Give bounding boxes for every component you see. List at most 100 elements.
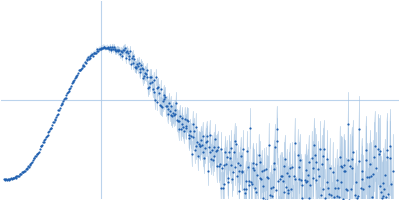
Point: [158, 105, 164, 108]
Point: [227, 156, 233, 160]
Point: [135, 65, 141, 68]
Point: [195, 155, 201, 158]
Point: [32, 155, 38, 158]
Point: [252, 190, 259, 194]
Point: [330, 171, 336, 174]
Point: [193, 145, 200, 148]
Point: [57, 106, 63, 110]
Point: [345, 122, 352, 126]
Point: [48, 127, 54, 130]
Point: [368, 175, 374, 178]
Point: [286, 175, 292, 178]
Point: [321, 147, 328, 151]
Point: [76, 68, 82, 71]
Point: [19, 170, 25, 174]
Point: [358, 169, 365, 173]
Point: [384, 148, 390, 151]
Point: [214, 164, 220, 167]
Point: [277, 174, 284, 177]
Point: [68, 82, 75, 85]
Point: [298, 183, 305, 187]
Point: [378, 190, 384, 193]
Point: [12, 176, 19, 179]
Point: [266, 193, 273, 196]
Point: [181, 130, 187, 133]
Point: [272, 145, 278, 148]
Point: [26, 163, 33, 166]
Point: [146, 85, 152, 89]
Point: [348, 187, 354, 190]
Point: [315, 168, 321, 171]
Point: [279, 174, 285, 178]
Point: [218, 147, 224, 150]
Point: [35, 151, 42, 154]
Point: [244, 149, 250, 152]
Point: [134, 63, 140, 66]
Point: [288, 187, 294, 191]
Point: [273, 188, 279, 192]
Point: [192, 125, 199, 128]
Point: [6, 178, 12, 181]
Point: [186, 136, 193, 139]
Point: [76, 68, 83, 72]
Point: [42, 137, 48, 140]
Point: [112, 47, 118, 50]
Point: [174, 119, 181, 122]
Point: [48, 126, 55, 129]
Point: [43, 136, 49, 139]
Point: [113, 49, 119, 53]
Point: [128, 62, 134, 65]
Point: [90, 54, 96, 57]
Point: [213, 149, 219, 152]
Point: [118, 49, 124, 52]
Point: [172, 109, 178, 112]
Point: [310, 167, 316, 170]
Point: [191, 129, 197, 132]
Point: [364, 175, 370, 178]
Point: [133, 66, 140, 69]
Point: [96, 47, 102, 51]
Point: [92, 51, 98, 54]
Point: [97, 47, 104, 51]
Point: [24, 166, 30, 170]
Point: [256, 153, 262, 157]
Point: [388, 183, 394, 186]
Point: [235, 169, 242, 172]
Point: [354, 195, 361, 198]
Point: [3, 178, 10, 181]
Point: [291, 174, 297, 177]
Point: [91, 51, 98, 55]
Point: [380, 194, 386, 197]
Point: [44, 134, 51, 137]
Point: [69, 80, 76, 83]
Point: [50, 120, 56, 123]
Point: [82, 61, 89, 64]
Point: [87, 55, 94, 58]
Point: [15, 174, 21, 177]
Point: [217, 163, 223, 166]
Point: [339, 166, 345, 169]
Point: [21, 169, 28, 173]
Point: [372, 145, 378, 148]
Point: [320, 187, 326, 190]
Point: [132, 65, 138, 68]
Point: [40, 141, 46, 144]
Point: [198, 138, 204, 142]
Point: [128, 56, 135, 59]
Point: [241, 187, 247, 190]
Point: [302, 181, 309, 184]
Point: [73, 75, 80, 78]
Point: [302, 179, 308, 182]
Point: [104, 45, 111, 48]
Point: [247, 126, 254, 129]
Point: [306, 160, 312, 164]
Point: [334, 194, 341, 197]
Point: [53, 116, 59, 119]
Point: [183, 124, 190, 127]
Point: [237, 164, 243, 167]
Point: [234, 162, 241, 165]
Point: [123, 50, 130, 54]
Point: [287, 166, 293, 169]
Point: [292, 141, 298, 144]
Point: [51, 120, 57, 123]
